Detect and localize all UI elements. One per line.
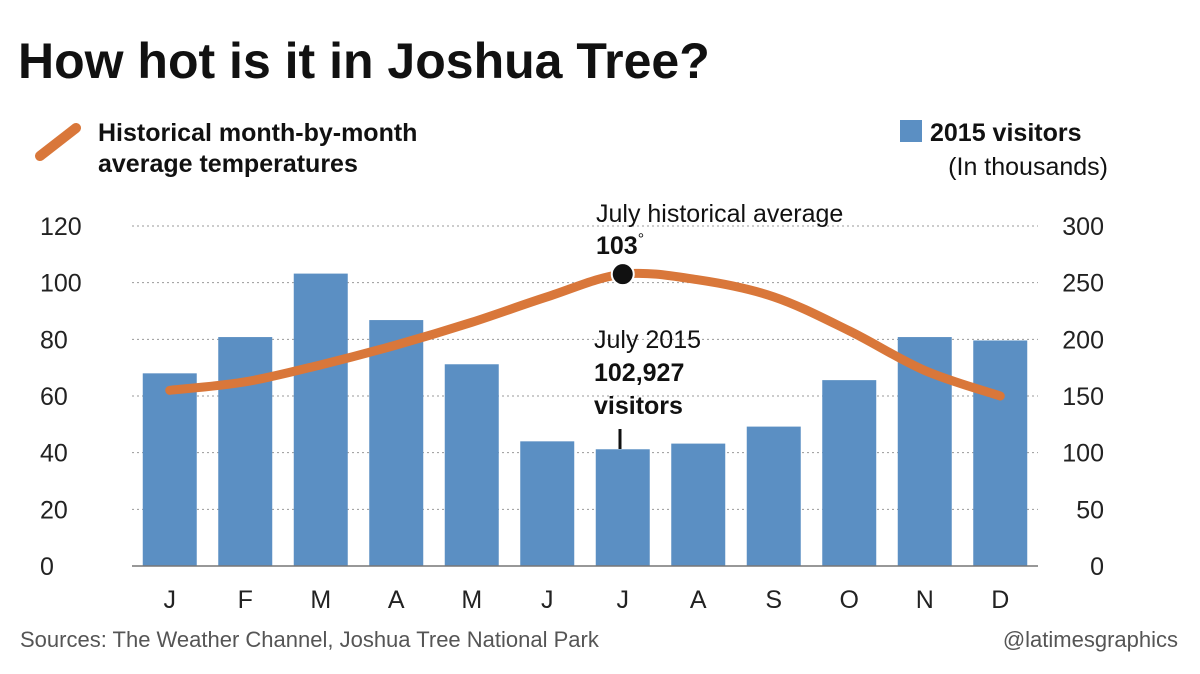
temperature-line-group: [165, 262, 1005, 401]
x-tick-label: F: [238, 586, 253, 614]
sources-text: Sources: The Weather Channel, Joshua Tre…: [20, 627, 600, 652]
x-tick-label: S: [765, 586, 782, 614]
bar: [444, 364, 499, 566]
bars: [142, 273, 1028, 566]
bar: [746, 426, 801, 566]
right-tick-label: 150: [1062, 383, 1104, 411]
legend-bar-swatch: [900, 120, 922, 142]
bar: [671, 443, 726, 566]
legend-line-swatch: [35, 123, 81, 161]
peak-marker: [610, 262, 635, 287]
axes: 0 20 40 60 80 100 120 0 50 100 150 200 250 300 J F M A M J J…: [40, 213, 1104, 614]
july-annotation-unit: visitors: [594, 392, 683, 420]
gridlines: [132, 225, 1038, 510]
right-tick-label: 100: [1062, 440, 1104, 468]
bar: [595, 449, 650, 566]
legend-bar-label: 2015 visitors: [930, 119, 1082, 147]
bar: [142, 373, 197, 566]
right-tick-label: 250: [1062, 270, 1104, 298]
bar: [822, 380, 877, 566]
x-tick-label: M: [310, 586, 331, 614]
left-tick-label: 80: [40, 326, 68, 354]
bar: [973, 340, 1028, 566]
x-tick-label: A: [690, 586, 707, 614]
x-tick-label: D: [991, 586, 1009, 614]
credit-text: @latimesgraphics: [1003, 627, 1178, 652]
july-annotation-label: July 2015: [594, 326, 701, 354]
left-tick-label: 40: [40, 440, 68, 468]
bar: [520, 441, 575, 566]
peak-annotation-value: 103°: [596, 231, 644, 260]
left-tick-label: 60: [40, 383, 68, 411]
x-tick-label: J: [617, 586, 630, 614]
x-tick-label: M: [461, 586, 482, 614]
peak-annotation-label: July historical average: [596, 200, 843, 228]
legend-line-label-2: average temperatures: [98, 150, 358, 178]
bar: [293, 273, 348, 566]
x-tick-label: N: [916, 586, 934, 614]
bar: [218, 337, 273, 566]
legend-bar-unit: (In thousands): [948, 153, 1108, 181]
bar: [369, 320, 424, 566]
left-tick-label: 120: [40, 213, 82, 241]
chart-title: How hot is it in Joshua Tree?: [18, 33, 710, 89]
right-tick-label: 50: [1076, 496, 1104, 524]
july-annotation-value: 102,927: [594, 359, 684, 387]
left-tick-label: 20: [40, 496, 68, 524]
legend-line-label-1: Historical month-by-month: [98, 119, 417, 147]
x-tick-label: A: [388, 586, 405, 614]
right-tick-label: 0: [1090, 553, 1104, 581]
right-tick-label: 200: [1062, 326, 1104, 354]
left-tick-label: 0: [40, 553, 54, 581]
x-tick-label: J: [541, 586, 554, 614]
temperature-line: [165, 268, 1005, 401]
left-tick-label: 100: [40, 270, 82, 298]
x-tick-label: O: [840, 586, 859, 614]
right-tick-label: 300: [1062, 213, 1104, 241]
degree-symbol: °: [638, 231, 644, 248]
x-tick-label: J: [164, 586, 177, 614]
